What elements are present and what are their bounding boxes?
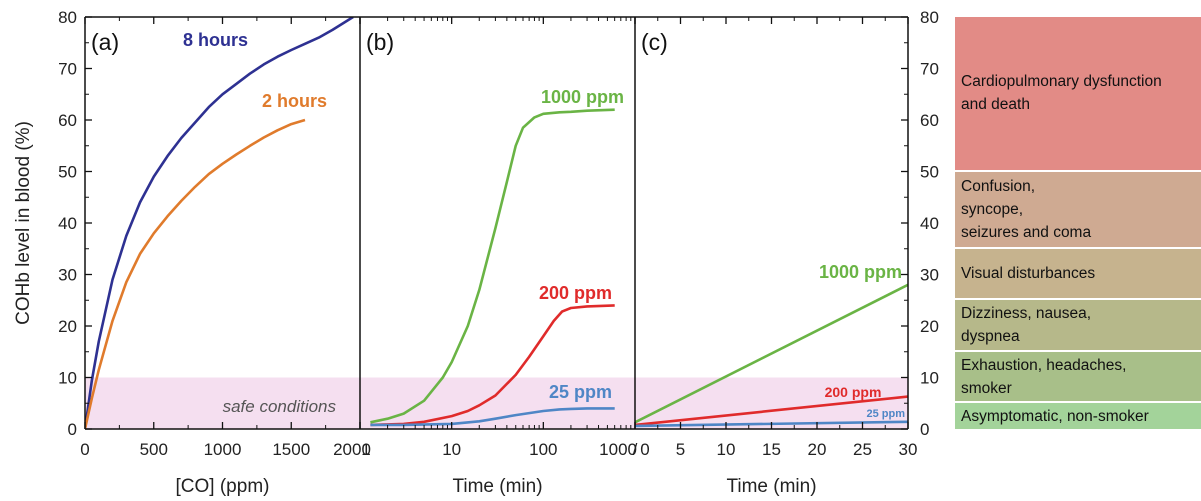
y-tick-label-left: 80 [58, 8, 77, 27]
symptom-label: Cardiopulmonary dysfunction and death [961, 73, 1162, 114]
x-tick-label-a: 1500 [272, 440, 310, 459]
x-tick-label-c: 5 [676, 440, 685, 459]
x-tick-label-b: 10 [442, 440, 461, 459]
symptom-box: Visual disturbances [955, 248, 1201, 301]
x-axis-title-a: [CO] (ppm) [176, 476, 270, 497]
symptom-label: Dizziness, nausea, dyspnea [961, 305, 1092, 345]
symptom-box: Exhaustion, headaches, smoker [955, 351, 1201, 404]
series-label-c-0: 1000 ppm [819, 262, 902, 282]
x-tick-label-a: 2000 [333, 440, 371, 459]
y-tick-label-left: 0 [68, 420, 77, 439]
y-tick-label-left: 10 [58, 369, 77, 388]
y-tick-label-left: 40 [58, 214, 77, 233]
series-line-b-1 [370, 304, 615, 427]
y-tick-label-right: 60 [920, 111, 939, 130]
x-tick-label-a: 500 [140, 440, 168, 459]
series-line-c-1 [635, 395, 908, 427]
y-tick-label-right: 40 [920, 214, 939, 233]
x-tick-label-a: 0 [80, 440, 89, 459]
y-tick-label-left: 20 [58, 317, 77, 336]
symptom-box: Dizziness, nausea, dyspnea [955, 300, 1201, 352]
symptom-box: Asymptomatic, non-smoker [955, 403, 1201, 429]
y-tick-label-right: 80 [920, 8, 939, 27]
safe-conditions-label: safe conditions [223, 397, 337, 416]
series-label-b-0: 1000 ppm [541, 87, 624, 107]
y-tick-label-right: 10 [920, 369, 939, 388]
safe-region-a [85, 377, 360, 429]
x-tick-label-c: 10 [717, 440, 736, 459]
x-tick-label-b: 1000 [599, 440, 637, 459]
y-axis-title: COHb level in blood (%) [13, 121, 34, 325]
panel-label-b: (b) [366, 29, 394, 55]
y-tick-label-right: 30 [920, 266, 939, 285]
series-label-c-2: 25 ppm [866, 408, 905, 420]
x-tick-label-c: 20 [808, 440, 827, 459]
x-tick-label-c: 30 [899, 440, 918, 459]
series-label-a-1: 2 hours [262, 91, 327, 111]
y-tick-label-left: 30 [58, 266, 77, 285]
x-axis-title-b: Time (min) [452, 476, 542, 497]
x-tick-label-b: 1 [361, 440, 370, 459]
x-tick-label-c: 0 [640, 440, 649, 459]
y-tick-label-right: 50 [920, 163, 939, 182]
y-tick-label-right: 0 [920, 420, 929, 439]
x-tick-label-c: 15 [762, 440, 781, 459]
y-tick-label-left: 70 [58, 60, 77, 79]
series-label-b-2: 25 ppm [549, 382, 612, 402]
symptom-box: Confusion, syncope, seizures and coma [955, 171, 1201, 249]
symptom-label: Asymptomatic, non-smoker [961, 407, 1149, 425]
series-line-c-0 [635, 283, 908, 424]
symptom-box: Cardiopulmonary dysfunction and death [955, 17, 1201, 172]
x-tick-label-b: 100 [529, 440, 557, 459]
y-tick-label-right: 70 [920, 60, 939, 79]
y-tick-label-left: 60 [58, 111, 77, 130]
axis-break-marker: / [633, 440, 638, 459]
x-tick-label-a: 1000 [204, 440, 242, 459]
x-tick-label-c: 25 [853, 440, 872, 459]
panel-label-c: (c) [641, 29, 668, 55]
series-label-b-1: 200 ppm [539, 283, 612, 303]
x-axis-title-c: Time (min) [726, 476, 816, 497]
series-line-b-0 [370, 108, 615, 424]
safe-region-b [360, 377, 635, 429]
series-line-a-0 [85, 17, 354, 429]
series-line-b-2 [370, 407, 615, 427]
y-tick-label-right: 20 [920, 317, 939, 336]
symptom-label: Visual disturbances [961, 265, 1096, 282]
symptom-label: Exhaustion, headaches, smoker [961, 356, 1127, 397]
panel-label-a: (a) [91, 29, 119, 55]
series-line-a-1 [85, 118, 306, 429]
series-label-c-1: 200 ppm [825, 384, 882, 400]
y-tick-label-left: 50 [58, 163, 77, 182]
series-label-a-0: 8 hours [183, 30, 248, 50]
symptom-label: Confusion, syncope, seizures and coma [961, 177, 1092, 241]
